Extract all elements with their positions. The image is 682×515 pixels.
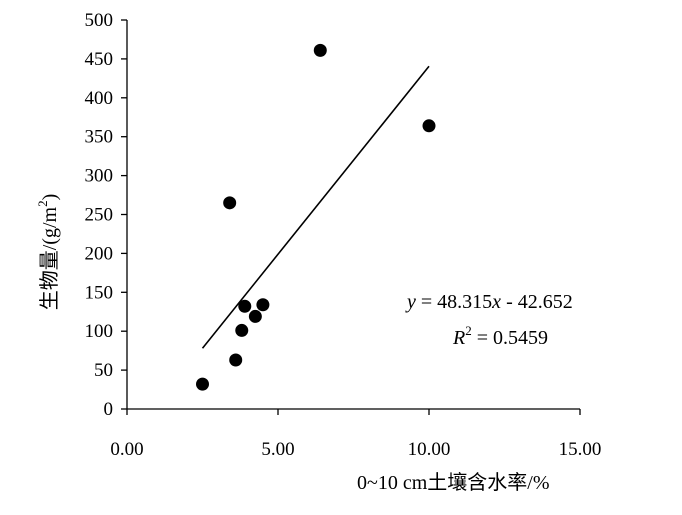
x-tick-label: 5.00	[261, 439, 294, 460]
x-axis-title: 0~10 cm土壤含水率/%	[357, 471, 549, 494]
data-point	[422, 119, 436, 133]
x-tick-label: 15.00	[559, 439, 602, 460]
y-tick-label: 50	[94, 360, 113, 381]
r-squared: R2 = 0.5459	[452, 323, 548, 349]
data-point	[238, 299, 252, 313]
data-point	[229, 353, 243, 367]
eq-x-symbol: x	[491, 291, 501, 313]
data-point	[313, 43, 327, 57]
x-title-prefix: 0~10 cm	[357, 472, 428, 494]
y-title-sup: 2	[35, 200, 50, 207]
y-tick-label: 450	[85, 49, 114, 70]
data-point	[235, 323, 249, 337]
data-point	[223, 196, 237, 210]
x-tick-label: 10.00	[408, 439, 451, 460]
y-title-close: )	[39, 194, 61, 201]
r-value: = 0.5459	[472, 327, 548, 349]
eq-rest: = 48.315	[416, 291, 492, 313]
data-points	[196, 43, 436, 391]
eq-tail: - 42.652	[501, 291, 573, 313]
data-point	[256, 298, 270, 312]
linear-trendline	[201, 65, 430, 349]
r-symbol: R	[452, 327, 465, 349]
y-tick-label: 100	[85, 321, 114, 342]
r-sup: 2	[465, 323, 472, 338]
y-tick-label: 0	[104, 399, 114, 420]
y-axis-title: 生物量/(g/m2)	[35, 194, 61, 311]
y-tick-label: 250	[85, 205, 114, 226]
eq-y-symbol: y	[405, 291, 416, 313]
y-axis-ticks: 0 50 100 150 200 250 300 350 400 450 500	[85, 10, 127, 420]
y-title-main: 生物量/(g/m	[38, 206, 61, 310]
data-point	[196, 377, 209, 391]
y-tick-label: 400	[85, 88, 114, 109]
y-tick-label: 350	[85, 127, 114, 148]
y-tick-label: 150	[85, 282, 114, 303]
regression-equation: y = 48.315x - 42.652	[405, 291, 573, 313]
data-point	[248, 309, 262, 323]
y-tick-label: 500	[85, 10, 114, 31]
x-tick-label: 0.00	[110, 439, 143, 460]
x-axis-ticks: 0.00 5.00 10.00 15.00	[110, 409, 601, 460]
x-title-main: 土壤含水率/%	[427, 471, 549, 494]
y-tick-label: 300	[85, 166, 114, 187]
y-tick-label: 200	[85, 243, 114, 264]
